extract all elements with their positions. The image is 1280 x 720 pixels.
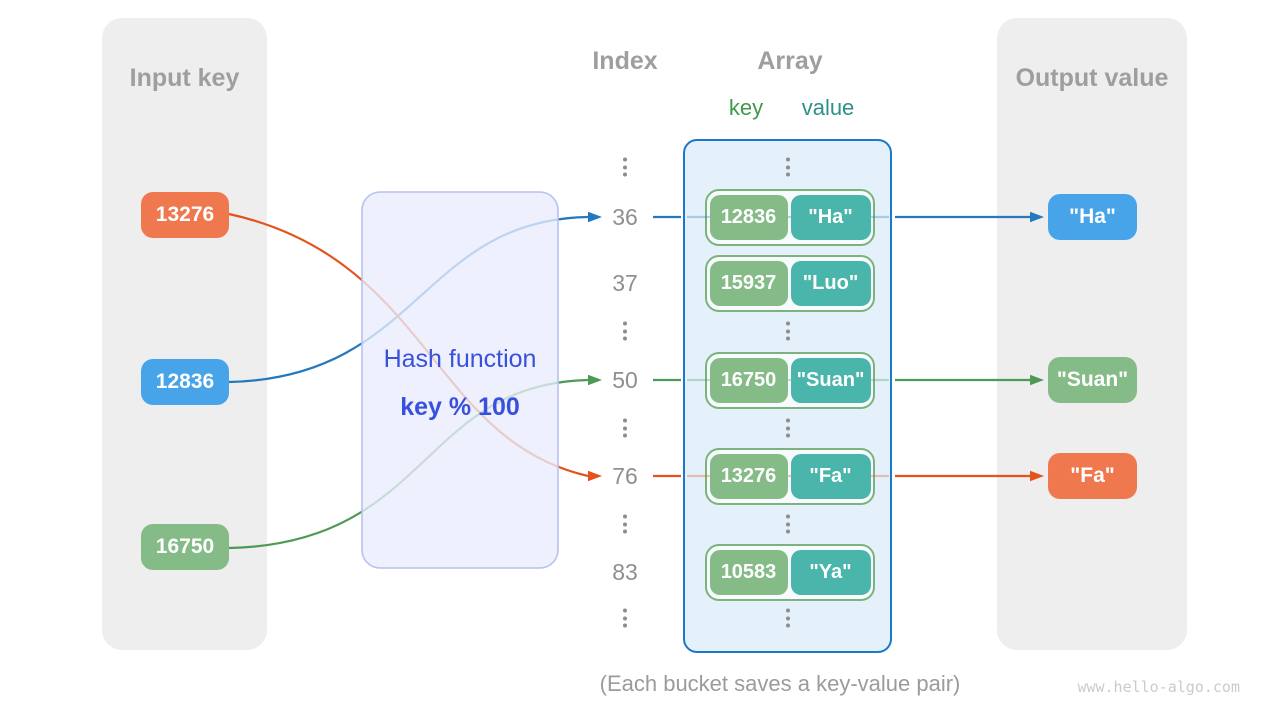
bucket-key: 16750 bbox=[709, 357, 788, 403]
output-value-ha: "Ha" bbox=[1048, 194, 1137, 240]
arrowhead-orange-index-icon bbox=[588, 470, 602, 482]
ellipsis-icon bbox=[786, 418, 790, 438]
bucket-key: 15937 bbox=[709, 260, 788, 306]
ellipsis-icon bbox=[623, 608, 627, 628]
site-watermark: www.hello-algo.com bbox=[1077, 678, 1240, 696]
index-column-title: Index bbox=[592, 47, 658, 75]
index-label-37: 37 bbox=[612, 270, 638, 296]
bucket-key: 13276 bbox=[709, 453, 788, 499]
input-key-13276: 13276 bbox=[141, 192, 229, 238]
index-label-50: 50 bbox=[612, 367, 638, 393]
value-header-label: value bbox=[801, 95, 855, 120]
bucket-key: 12836 bbox=[709, 194, 788, 240]
figure-caption: (Each bucket saves a key-value pair) bbox=[599, 671, 961, 696]
input-panel-title: Input key bbox=[129, 64, 240, 92]
hash-function-box bbox=[361, 191, 559, 569]
input-key-16750: 16750 bbox=[141, 524, 229, 570]
ellipsis-icon bbox=[623, 418, 627, 438]
key-header-label: key bbox=[728, 95, 764, 120]
ellipsis-icon bbox=[786, 514, 790, 534]
arrowhead-green-index-icon bbox=[588, 374, 602, 386]
output-value-suan: "Suan" bbox=[1048, 357, 1137, 403]
bucket-value: "Ya" bbox=[790, 549, 871, 595]
bucket-value: "Fa" bbox=[790, 453, 871, 499]
output-panel-title: Output value bbox=[1015, 64, 1169, 92]
ellipsis-icon bbox=[786, 608, 790, 628]
bucket-value: "Ha" bbox=[790, 194, 871, 240]
index-label-76: 76 bbox=[612, 463, 638, 489]
index-label-83: 83 bbox=[612, 559, 638, 585]
ellipsis-icon bbox=[623, 514, 627, 534]
ellipsis-icon bbox=[786, 321, 790, 341]
input-key-12836: 12836 bbox=[141, 359, 229, 405]
bucket-key: 10583 bbox=[709, 549, 788, 595]
ellipsis-icon bbox=[623, 157, 627, 177]
bucket-value: "Suan" bbox=[790, 357, 871, 403]
output-value-fa: "Fa" bbox=[1048, 453, 1137, 499]
hash-function-title: Hash function bbox=[383, 345, 537, 373]
index-label-36: 36 bbox=[612, 204, 638, 230]
output-value-panel: Output value bbox=[997, 18, 1187, 650]
bucket-value: "Luo" bbox=[790, 260, 871, 306]
ellipsis-icon bbox=[623, 321, 627, 341]
arrowhead-blue-index-icon bbox=[588, 211, 602, 223]
ellipsis-icon bbox=[786, 157, 790, 177]
array-column-title: Array bbox=[757, 47, 823, 75]
hash-function-formula: key % 100 bbox=[400, 393, 520, 421]
